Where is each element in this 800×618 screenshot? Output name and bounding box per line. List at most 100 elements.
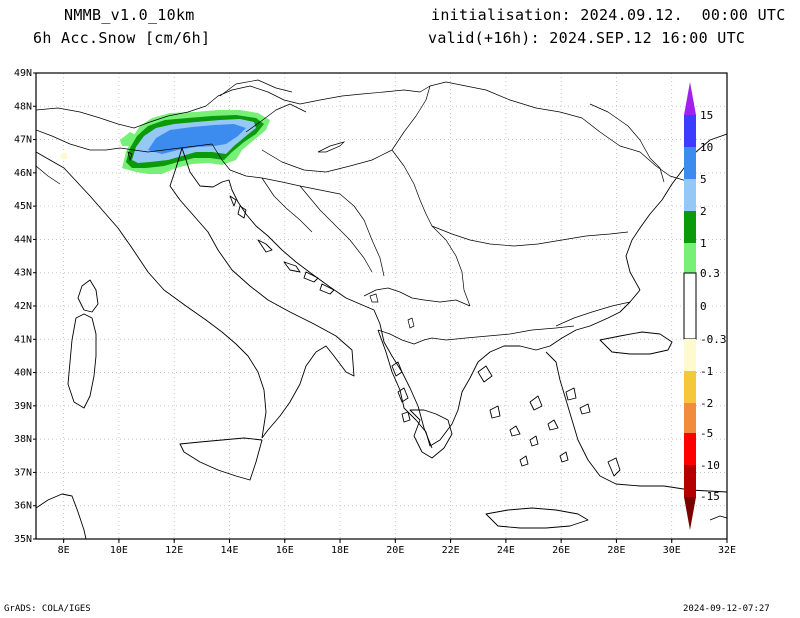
- model-title: NMMB_v1.0_10km: [64, 6, 195, 24]
- legend-box-2: [684, 211, 696, 243]
- lat-tick-label: 35N: [14, 534, 32, 545]
- color-legend: 15 10 5 2 1 0.3 0 -0.3 -1 -2 -5 -10 -15: [683, 82, 727, 530]
- init-time: initialisation: 2024.09.12. 00:00 UTC: [431, 6, 786, 24]
- lon-tick-label: 10E: [110, 545, 128, 556]
- border-bulgaria-turkey: [555, 301, 631, 327]
- legend-label: -1: [700, 365, 713, 378]
- snow-field-medium-blue: [148, 124, 246, 154]
- latitude-labels: 35N 36N 37N 38N 39N 40N 41N 42N 43N 44N 45N 46N 47N 4…: [14, 68, 32, 545]
- legend-box-15: [684, 115, 696, 147]
- lake-scutari: [369, 293, 379, 303]
- lat-tick-label: 49N: [14, 68, 32, 79]
- lon-tick-label: 32E: [718, 545, 736, 556]
- legend-label: -10: [700, 459, 720, 472]
- variable-title: 6h Acc.Snow [cm/6h]: [33, 29, 211, 47]
- coast-peloponnese: [409, 409, 453, 459]
- border-montenegro-albania: [363, 287, 425, 301]
- border-hungary-slovakia: [299, 85, 431, 105]
- coast-rhodes: [607, 457, 621, 477]
- legend-box-1: [684, 243, 696, 273]
- coast-marmara: [599, 331, 673, 355]
- coast-cyclades: [477, 365, 591, 467]
- border-swiss-italy: [36, 129, 149, 153]
- coast-sardinia: [67, 313, 97, 409]
- legend-box-10: [684, 147, 696, 179]
- lat-tick-label: 40N: [14, 368, 32, 379]
- coast-italy-adriatic: [169, 147, 355, 439]
- legend-label: 0.3: [700, 267, 720, 280]
- lakes: [127, 141, 415, 329]
- lon-tick-label: 30E: [663, 545, 681, 556]
- legend-label: 5: [700, 173, 707, 186]
- coast-corsica: [77, 279, 99, 313]
- lat-tick-label: 38N: [14, 434, 32, 445]
- lat-tick-label: 44N: [14, 234, 32, 245]
- longitude-labels: 8E 10E 12E 14E 16E 18E 20E 22E 24E 26E 28E 30E 32E: [58, 545, 736, 556]
- border-albania-greece: [377, 329, 447, 345]
- legend-box-5: [684, 179, 696, 211]
- coast-cyprus-edge: [709, 515, 727, 521]
- border-italy-france: [36, 165, 61, 185]
- border-serbia-bosnia: [339, 193, 385, 277]
- border-croatia-bosnia-north: [261, 177, 313, 233]
- coast-dalmatian-islands: [229, 195, 335, 295]
- border-serbia-romania: [391, 149, 433, 227]
- legend-box-neg2: [684, 403, 696, 433]
- border-hungary-south: [261, 149, 393, 173]
- lat-tick-label: 45N: [14, 201, 32, 212]
- legend-label: -15: [700, 490, 720, 503]
- legend-top-arrow: [684, 82, 696, 115]
- lake-garda: [127, 151, 133, 162]
- coastlines: [36, 133, 727, 539]
- border-austria-hungary: [245, 103, 307, 133]
- legend-box-neg10: [684, 465, 696, 497]
- legend-label: 0: [700, 300, 707, 313]
- border-austria-czech: [219, 79, 293, 97]
- legend-label: 2: [700, 205, 707, 218]
- lon-tick-label: 20E: [386, 545, 404, 556]
- borders: [36, 79, 691, 345]
- lon-tick-label: 22E: [442, 545, 460, 556]
- lon-tick-label: 26E: [552, 545, 570, 556]
- coast-turkey-west: [545, 351, 727, 493]
- lat-tick-label: 43N: [14, 268, 32, 279]
- border-bulgaria-macedonia: [423, 299, 471, 307]
- coast-ionian-islands: [391, 361, 411, 423]
- lat-tick-label: 47N: [14, 135, 32, 146]
- lat-tick-label: 36N: [14, 501, 32, 512]
- legend-label: -5: [700, 427, 713, 440]
- coast-greece-west: [377, 329, 459, 447]
- border-ukraine-romania: [485, 89, 691, 183]
- graticule: [36, 73, 727, 539]
- footer-timestamp: 2024-09-12-07:27: [683, 604, 770, 614]
- coast-sicily: [179, 437, 263, 481]
- lon-tick-label: 24E: [497, 545, 515, 556]
- valid-time: valid(+16h): 2024.SEP.12 16:00 UTC: [428, 29, 746, 47]
- border-italy-austria: [147, 143, 213, 153]
- coast-black-sea-west: [625, 133, 727, 291]
- border-greece-north: [445, 325, 575, 341]
- border-bosnia: [299, 185, 373, 273]
- lake-balaton: [317, 141, 346, 153]
- coast-greece-east: [457, 289, 641, 411]
- legend-box-neg03: [684, 339, 696, 371]
- border-moldova: [589, 103, 665, 183]
- border-romania-west: [391, 81, 487, 151]
- border-romania-bulgaria: [431, 225, 629, 247]
- lat-tick-label: 37N: [14, 467, 32, 478]
- lon-tick-label: 28E: [607, 545, 625, 556]
- lon-tick-label: 8E: [58, 545, 70, 556]
- lat-tick-label: 42N: [14, 301, 32, 312]
- lat-tick-label: 41N: [14, 334, 32, 345]
- lat-tick-label: 39N: [14, 401, 32, 412]
- lon-tick-label: 16E: [276, 545, 294, 556]
- legend-box-zero: [683, 272, 697, 340]
- lon-tick-label: 12E: [165, 545, 183, 556]
- legend-label: 15: [700, 109, 713, 122]
- lat-tick-label: 48N: [14, 101, 32, 112]
- legend-bottom-arrow: [684, 497, 696, 530]
- legend-label: 1: [700, 237, 707, 250]
- legend-label: -0.3: [700, 333, 727, 346]
- snow-field: [60, 110, 270, 174]
